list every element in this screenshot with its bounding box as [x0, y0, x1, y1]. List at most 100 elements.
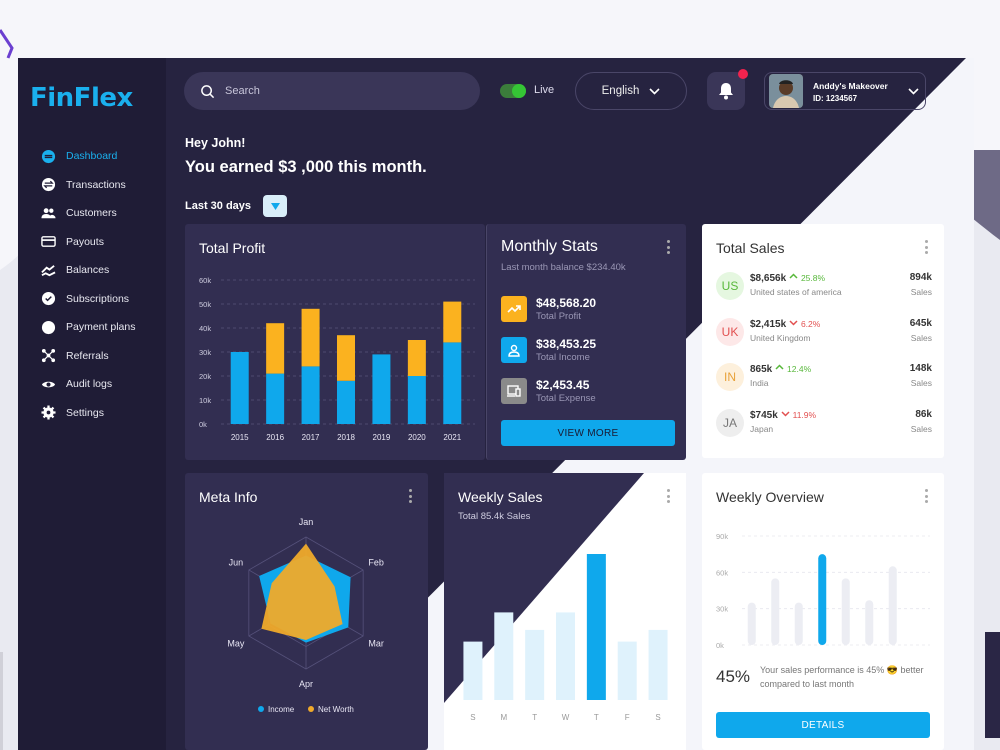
- sales-amount: $8,656k: [750, 273, 787, 284]
- y-tick-label: 40k: [199, 324, 211, 333]
- sidebar-item-label: Audit logs: [66, 378, 113, 391]
- period-label: Last 30 days: [185, 200, 252, 212]
- sales-row-uk[interactable]: UK $2,415k 6.2% United Kingdom 645k Sales: [716, 316, 932, 352]
- x-tick-label: 2016: [266, 433, 284, 442]
- search-placeholder: Search: [225, 85, 260, 97]
- language-value: English: [601, 85, 640, 97]
- legend-label: Net Worth: [318, 705, 354, 714]
- period-dropdown-button[interactable]: [263, 195, 288, 217]
- more-options-icon[interactable]: [666, 240, 670, 254]
- sidebar-item-audit-logs[interactable]: Audit logs: [40, 370, 166, 399]
- eye-icon: [40, 376, 56, 392]
- country-name: United states of america: [750, 287, 842, 297]
- bell-icon: [719, 83, 733, 100]
- sidebar-item-settings[interactable]: Settings: [40, 399, 166, 428]
- more-options-icon[interactable]: [408, 489, 412, 503]
- x-tick-label: T: [532, 713, 537, 722]
- card-subtitle: Last month balance $234.40k: [501, 262, 626, 273]
- x-tick-label: 2015: [231, 433, 249, 442]
- x-tick-label: F: [625, 713, 630, 722]
- arrow-up-icon: [789, 273, 798, 279]
- sidebar-item-customers[interactable]: Customers: [40, 199, 166, 228]
- x-tick-label: T: [594, 713, 599, 722]
- sidebar: FinFlex Dashboard Transactions Customers Pa…: [18, 58, 166, 750]
- total-sales-card: Total Sales US $8,656k 25.8% United states…: [702, 224, 944, 458]
- more-options-icon[interactable]: [666, 489, 670, 503]
- sales-unit: Sales: [910, 378, 932, 388]
- bar: [266, 373, 285, 424]
- period-select[interactable]: Last 30 days: [185, 195, 288, 217]
- bar: [407, 376, 426, 424]
- details-button[interactable]: DETAILS: [716, 712, 930, 738]
- country-badge: UK: [716, 317, 744, 346]
- sales-count: 894k: [909, 272, 932, 283]
- sidebar-item-balances[interactable]: Balances: [40, 256, 166, 285]
- bar: [230, 352, 249, 424]
- view-more-button[interactable]: VIEW MORE: [501, 420, 675, 446]
- sales-unit: Sales: [910, 287, 932, 297]
- x-tick-label: W: [562, 713, 570, 722]
- search-input[interactable]: Search: [184, 72, 480, 110]
- sales-amount: $745k: [750, 409, 778, 421]
- y-tick-label: 30k: [199, 348, 211, 357]
- y-tick-label: 20k: [199, 372, 211, 381]
- sales-unit: Sales: [910, 332, 932, 343]
- bar: [301, 366, 320, 424]
- sales-percent: 12.4%: [787, 364, 812, 374]
- card-subtitle: Total 85.4k Sales: [458, 511, 531, 522]
- dashboard-window: FinFlex Dashboard Transactions Customers Pa…: [18, 58, 974, 750]
- country-name: Japan: [750, 423, 774, 434]
- sales-count: 645k: [909, 317, 932, 329]
- x-tick-label: S: [655, 713, 660, 722]
- x-tick-label: 2018: [337, 433, 355, 442]
- bar: [888, 566, 897, 645]
- sidebar-item-transactions[interactable]: Transactions: [40, 171, 166, 200]
- bar: [372, 354, 391, 424]
- sidebar-item-label: Subscriptions: [66, 292, 130, 305]
- bar: [617, 641, 637, 700]
- language-select[interactable]: English: [575, 72, 687, 110]
- country-name: United Kingdom: [750, 332, 811, 343]
- weekly-sales-card: Weekly Sales Total 85.4k Sales S M T W T F S: [444, 473, 686, 750]
- bar: [556, 612, 575, 700]
- stat-label: Total Income: [536, 352, 590, 363]
- arrow-down-icon: [789, 319, 798, 326]
- sales-row-ja[interactable]: JA $745k 11.9% Japan 86k Sales: [716, 407, 932, 443]
- stat-value: $38,453.25: [536, 337, 597, 351]
- decor-right: [985, 632, 1000, 738]
- y-tick-label: 60k: [199, 276, 211, 285]
- stat-total-profit: $48,568.20 Total Profit: [501, 296, 596, 322]
- transactions-icon: [40, 177, 56, 193]
- more-options-icon[interactable]: [924, 489, 928, 503]
- country-name: India: [750, 378, 769, 388]
- sales-count: 86k: [915, 408, 932, 420]
- sidebar-item-referrals[interactable]: Referrals: [40, 342, 166, 371]
- bar: [494, 612, 514, 700]
- notification-badge: [738, 69, 748, 79]
- notifications-button[interactable]: [707, 69, 748, 110]
- sales-row-in[interactable]: IN 865k 12.4% India 148k Sales: [716, 361, 932, 397]
- live-toggle[interactable]: [500, 84, 526, 98]
- sidebar-item-subscriptions[interactable]: Subscriptions: [40, 285, 166, 314]
- more-options-icon[interactable]: [924, 240, 928, 254]
- sales-row-us[interactable]: US $8,656k 25.8% United states of america 8…: [716, 270, 932, 306]
- sales-amount: 865k: [750, 364, 773, 375]
- card-title: Weekly Overview: [716, 489, 824, 505]
- sidebar-item-dashboard[interactable]: Dashboard: [40, 142, 166, 171]
- bar: [841, 578, 850, 645]
- radar-series: [261, 543, 343, 640]
- profile-menu[interactable]: Anddy's Makeover ID: 1234567: [764, 72, 926, 110]
- sidebar-item-payouts[interactable]: Payouts: [40, 228, 166, 257]
- bar: [463, 641, 483, 700]
- devices-icon: [501, 378, 527, 404]
- total-profit-card: Total Profit 0k 10k 20k 30k 40k 50k 60k 2015 201…: [185, 224, 485, 460]
- radar-axis-label: Feb: [368, 558, 384, 568]
- customers-icon: [40, 205, 56, 221]
- sidebar-item-label: Balances: [66, 264, 110, 277]
- sidebar-item-label: Payment plans: [66, 321, 136, 334]
- sidebar-item-payment-plans[interactable]: Payment plans: [40, 313, 166, 342]
- sidebar-item-label: Transactions: [66, 178, 126, 191]
- meta-info-card: Meta Info Jan Feb Mar Apr May Jun Income Net Wo…: [185, 473, 428, 750]
- bar: [443, 342, 462, 424]
